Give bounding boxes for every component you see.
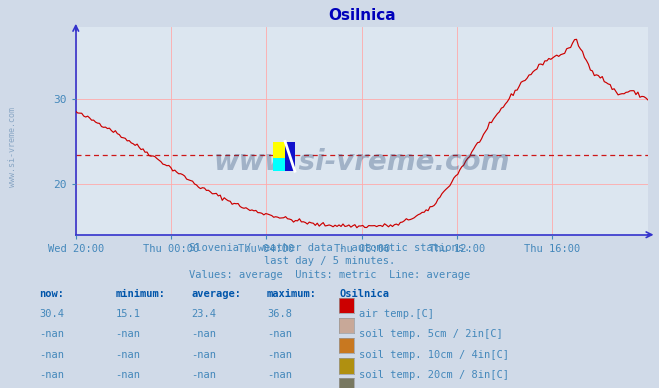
Text: soil temp. 5cm / 2in[C]: soil temp. 5cm / 2in[C] bbox=[359, 329, 503, 340]
Text: -nan: -nan bbox=[191, 350, 216, 360]
Text: 30.4: 30.4 bbox=[40, 309, 65, 319]
Text: Values: average  Units: metric  Line: average: Values: average Units: metric Line: aver… bbox=[189, 270, 470, 280]
Text: -nan: -nan bbox=[115, 329, 140, 340]
Text: soil temp. 10cm / 4in[C]: soil temp. 10cm / 4in[C] bbox=[359, 350, 509, 360]
Text: minimum:: minimum: bbox=[115, 289, 165, 299]
Text: -nan: -nan bbox=[115, 370, 140, 380]
Text: 23.4: 23.4 bbox=[191, 309, 216, 319]
Text: -nan: -nan bbox=[191, 370, 216, 380]
Text: air temp.[C]: air temp.[C] bbox=[359, 309, 434, 319]
Text: -nan: -nan bbox=[40, 370, 65, 380]
Text: -nan: -nan bbox=[267, 350, 292, 360]
Text: average:: average: bbox=[191, 289, 241, 299]
Text: -nan: -nan bbox=[40, 329, 65, 340]
Text: 15.1: 15.1 bbox=[115, 309, 140, 319]
Text: maximum:: maximum: bbox=[267, 289, 317, 299]
Text: -nan: -nan bbox=[267, 329, 292, 340]
Text: www.si-vreme.com: www.si-vreme.com bbox=[214, 148, 510, 176]
Text: 36.8: 36.8 bbox=[267, 309, 292, 319]
Text: www.si-vreme.com: www.si-vreme.com bbox=[8, 107, 17, 187]
Text: -nan: -nan bbox=[267, 370, 292, 380]
Polygon shape bbox=[285, 142, 295, 171]
Text: Osilnica: Osilnica bbox=[339, 289, 389, 299]
Text: -nan: -nan bbox=[40, 350, 65, 360]
Text: -nan: -nan bbox=[115, 350, 140, 360]
Title: Osilnica: Osilnica bbox=[328, 8, 395, 23]
Bar bbox=[273, 158, 285, 171]
Text: last day / 5 minutes.: last day / 5 minutes. bbox=[264, 256, 395, 266]
Text: -nan: -nan bbox=[191, 329, 216, 340]
Bar bbox=[273, 142, 285, 158]
Text: soil temp. 20cm / 8in[C]: soil temp. 20cm / 8in[C] bbox=[359, 370, 509, 380]
Text: now:: now: bbox=[40, 289, 65, 299]
Text: Slovenia / weather data - automatic stations.: Slovenia / weather data - automatic stat… bbox=[189, 242, 470, 253]
